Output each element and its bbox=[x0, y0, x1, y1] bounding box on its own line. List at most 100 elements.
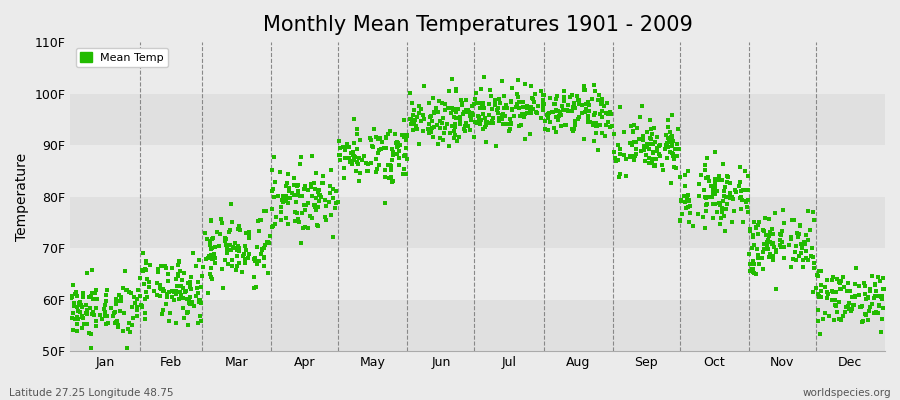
Point bbox=[398, 152, 412, 158]
Point bbox=[670, 153, 685, 160]
Point bbox=[176, 304, 191, 311]
Point bbox=[222, 227, 237, 234]
Point bbox=[706, 214, 720, 221]
Point bbox=[220, 250, 234, 256]
Point bbox=[454, 97, 468, 103]
Point bbox=[417, 83, 431, 89]
Point bbox=[79, 310, 94, 316]
Point bbox=[445, 76, 459, 82]
Point bbox=[113, 296, 128, 302]
Point bbox=[778, 244, 792, 250]
Point bbox=[613, 151, 627, 158]
Point bbox=[84, 331, 98, 337]
Point bbox=[193, 297, 207, 303]
Point bbox=[440, 121, 454, 127]
Point bbox=[734, 196, 749, 203]
Point bbox=[230, 247, 244, 253]
Point bbox=[525, 94, 539, 101]
Point bbox=[775, 228, 789, 234]
Point bbox=[502, 126, 517, 132]
Point bbox=[517, 98, 531, 105]
Point bbox=[491, 96, 506, 103]
Point bbox=[745, 258, 760, 264]
Point bbox=[125, 304, 140, 311]
Point bbox=[261, 239, 275, 245]
Point bbox=[336, 144, 350, 150]
Point bbox=[617, 129, 632, 136]
Point bbox=[98, 292, 112, 298]
Point bbox=[586, 138, 600, 144]
Point bbox=[577, 87, 591, 94]
Point bbox=[424, 113, 438, 120]
Point bbox=[520, 110, 535, 116]
Point bbox=[806, 254, 820, 260]
Point bbox=[716, 198, 730, 204]
Point bbox=[67, 300, 81, 306]
Point bbox=[858, 282, 872, 289]
Point bbox=[304, 193, 319, 199]
Point bbox=[85, 290, 99, 296]
Point bbox=[254, 217, 268, 223]
Point bbox=[601, 111, 616, 117]
Point bbox=[319, 202, 333, 209]
Point bbox=[698, 194, 712, 200]
Point bbox=[681, 167, 696, 174]
Point bbox=[803, 227, 817, 233]
Point bbox=[130, 296, 145, 302]
Point bbox=[539, 112, 554, 119]
Point bbox=[231, 248, 246, 254]
Point bbox=[215, 266, 230, 272]
Point bbox=[281, 200, 295, 206]
Point bbox=[189, 263, 203, 269]
Point bbox=[223, 242, 238, 248]
Point bbox=[194, 300, 209, 306]
Point bbox=[191, 278, 205, 285]
Point bbox=[70, 293, 85, 300]
Point bbox=[797, 240, 812, 247]
Point bbox=[182, 296, 196, 302]
Point bbox=[865, 300, 879, 307]
Point bbox=[591, 147, 606, 153]
Point bbox=[798, 248, 813, 254]
Point bbox=[708, 179, 723, 185]
Point bbox=[868, 310, 882, 316]
Point bbox=[251, 218, 266, 224]
Point bbox=[613, 146, 627, 152]
Point bbox=[101, 320, 115, 326]
Point bbox=[706, 191, 721, 197]
Point bbox=[806, 244, 820, 251]
Point bbox=[508, 104, 523, 110]
Point bbox=[169, 320, 184, 327]
Point bbox=[578, 87, 592, 93]
Point bbox=[277, 194, 292, 200]
Point bbox=[347, 154, 362, 160]
Point bbox=[833, 317, 848, 323]
Point bbox=[520, 104, 535, 111]
Point bbox=[720, 200, 734, 207]
Point bbox=[814, 282, 828, 288]
Point bbox=[466, 112, 481, 118]
Point bbox=[381, 162, 395, 168]
Point bbox=[526, 96, 540, 102]
Bar bbox=[70, 197, 885, 248]
Point bbox=[333, 157, 347, 164]
Point bbox=[65, 293, 79, 299]
Point bbox=[509, 91, 524, 98]
Point bbox=[491, 115, 506, 122]
Point bbox=[104, 305, 119, 311]
Point bbox=[708, 149, 723, 155]
Point bbox=[751, 221, 765, 228]
Point bbox=[534, 115, 548, 121]
Point bbox=[310, 189, 325, 195]
Point bbox=[820, 295, 834, 301]
Point bbox=[649, 156, 663, 162]
Point bbox=[505, 85, 519, 91]
Point bbox=[194, 318, 209, 324]
Point bbox=[105, 313, 120, 319]
Point bbox=[274, 209, 288, 216]
Point bbox=[346, 152, 361, 158]
Point bbox=[287, 175, 302, 182]
Point bbox=[78, 302, 93, 308]
Point bbox=[811, 291, 825, 297]
Point bbox=[554, 103, 569, 110]
